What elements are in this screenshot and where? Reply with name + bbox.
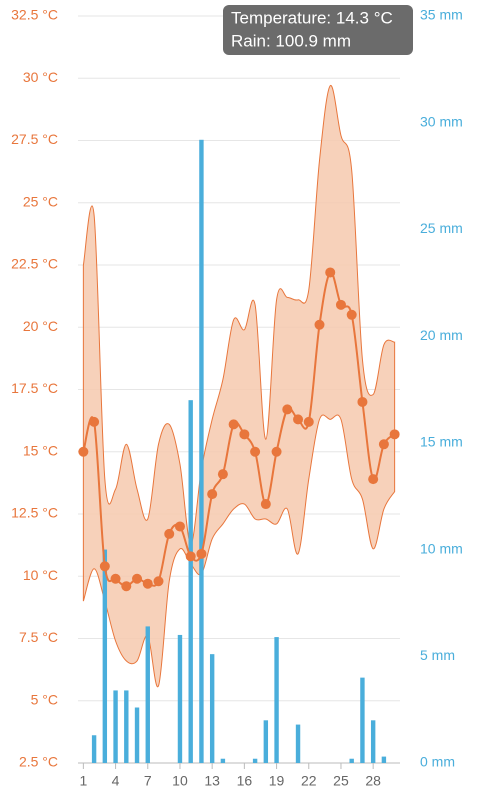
temperature-point [239,429,250,440]
rain-bar [381,756,387,763]
temperature-point [99,561,110,572]
y-tick-label: 20 °C [23,318,58,334]
temperature-point [250,446,261,457]
y2-tick-label: 15 mm [420,434,463,450]
tooltip-line: Rain: 100.9 mm [231,31,351,50]
rain-bar [295,724,301,763]
rain-bar [91,735,97,763]
rain-bar [252,758,258,763]
x-tick-label: 19 [269,773,285,789]
temperature-point [121,581,132,592]
y-tick-label: 5 °C [31,691,58,707]
rain-bar [113,690,118,763]
rain-bar [199,139,204,763]
x-tick-label: 4 [112,773,120,789]
temperature-point [164,528,175,539]
y-tick-label: 7.5 °C [19,629,58,645]
temperature-point [110,573,121,584]
temperature-point [378,439,389,450]
y-tick-label: 25 °C [23,193,58,209]
temperature-point [78,446,89,457]
tooltip-line: Temperature: 14.3 °C [231,8,393,27]
x-tick-label: 10 [172,773,188,789]
y-tick-label: 27.5 °C [11,131,58,147]
rain-bar [370,720,376,763]
temperature-point [303,416,314,427]
temperature-point [89,416,100,427]
rain-bar [274,637,279,763]
x-tick-label: 1 [79,773,87,789]
temperature-point [389,429,400,440]
temperature-point [335,299,346,310]
x-tick-label: 28 [365,773,381,789]
x-tick-label: 22 [301,773,317,789]
y-tick-label: 2.5 °C [19,754,58,770]
temperature-point [217,469,228,480]
rain-bar [263,720,269,763]
y2-tick-label: 5 mm [420,647,455,663]
rain-bar [349,758,354,763]
temperature-point [207,489,218,500]
y2-tick-label: 25 mm [420,220,463,236]
x-tick-label: 13 [204,773,220,789]
y-tick-label: 15 °C [23,442,58,458]
rain-bar [102,549,108,763]
y2-tick-label: 35 mm [420,7,463,23]
temperature-point [357,396,368,407]
x-tick-label: 16 [237,773,253,789]
temperature-point [142,578,153,589]
rain-bar [177,634,183,763]
temperature-point [271,446,282,457]
rain-bar [145,626,150,763]
temperature-point [368,474,379,485]
y-tick-label: 17.5 °C [11,380,58,396]
y-tick-label: 30 °C [23,69,58,85]
y2-tick-label: 20 mm [420,327,463,343]
y2-tick-label: 10 mm [420,540,463,556]
temperature-point [185,551,196,562]
temperature-point [196,548,207,559]
rain-bar [124,690,129,763]
rain-bar [134,707,140,763]
rain-bar [360,677,365,763]
temperature-point [260,499,271,510]
temperature-point [174,521,185,532]
y-tick-label: 32.5 °C [11,7,58,23]
rain-bar [209,654,215,763]
tooltip: Temperature: 14.3 °C Rain: 100.9 mm [223,5,413,55]
y-tick-label: 10 °C [23,567,58,583]
rain-bar [188,400,193,763]
temperature-point [153,576,164,587]
y-tick-label: 12.5 °C [11,505,58,521]
temperature-point [282,404,293,415]
x-tick-label: 25 [333,773,349,789]
temperature-point [325,267,336,278]
x-tick-label: 7 [144,773,152,789]
y-tick-label: 22.5 °C [11,256,58,272]
y2-tick-label: 0 mm [420,754,455,770]
temperature-point [314,319,325,330]
temperature-point [293,414,304,425]
tooltip-box [223,5,413,55]
rain-bar [220,758,226,763]
temperature-point [228,419,239,430]
y2-tick-label: 30 mm [420,113,463,129]
temperature-point [346,309,357,320]
temperature-point [132,573,143,584]
